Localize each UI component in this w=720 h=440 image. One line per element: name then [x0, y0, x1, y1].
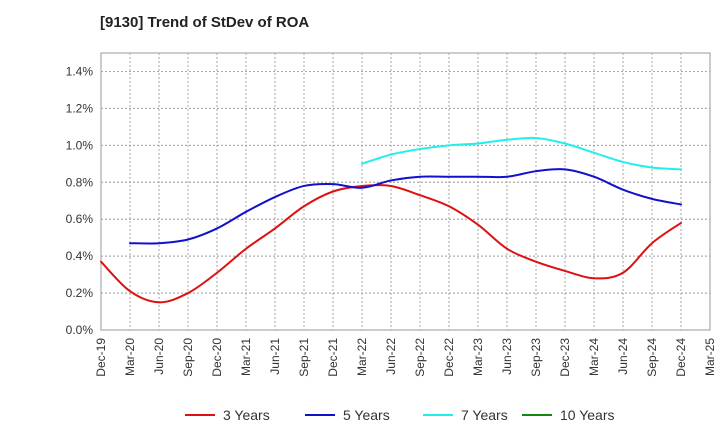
x-tick-label: Jun-24 — [616, 338, 630, 375]
x-tick-label: Dec-21 — [326, 338, 340, 377]
y-tick-label: 1.2% — [66, 101, 94, 115]
plot-area — [100, 52, 711, 331]
y-tick-label: 0.2% — [66, 286, 94, 300]
x-tick-label: Sep-20 — [181, 338, 195, 377]
legend-label: 5 Years — [343, 407, 390, 423]
y-tick-label: 1.0% — [66, 138, 94, 152]
x-tick-label: Sep-21 — [297, 338, 311, 377]
x-tick-label: Dec-20 — [210, 338, 224, 377]
x-tick-label: Dec-22 — [442, 338, 456, 377]
legend-label: 7 Years — [461, 407, 508, 423]
y-tick-label: 0.8% — [66, 175, 94, 189]
y-tick-label: 0.4% — [66, 249, 94, 263]
x-tick-label: Sep-23 — [529, 338, 543, 377]
x-tick-label: Mar-24 — [587, 338, 601, 376]
y-tick-label: 1.4% — [66, 64, 94, 78]
x-tick-label: Dec-23 — [558, 338, 572, 377]
x-tick-label: Mar-25 — [703, 338, 717, 376]
series-line-5-years — [129, 168, 682, 245]
x-tick-label: Jun-21 — [268, 338, 282, 375]
x-tick-label: Jun-22 — [384, 338, 398, 375]
x-tick-label: Dec-24 — [674, 338, 688, 377]
x-tick-label: Mar-21 — [239, 338, 253, 376]
x-tick-label: Jun-20 — [152, 338, 166, 375]
legend-label: 3 Years — [223, 407, 270, 423]
x-tick-label: Dec-19 — [94, 338, 108, 377]
x-tick-label: Mar-20 — [123, 338, 137, 376]
x-tick-label: Sep-22 — [413, 338, 427, 377]
x-tick-label: Sep-24 — [645, 338, 659, 377]
series-line-3-years — [100, 184, 682, 304]
y-tick-label: 0.0% — [66, 323, 94, 337]
chart-title: [9130] Trend of StDev of ROA — [100, 14, 310, 31]
series-line-7-years — [361, 136, 682, 171]
y-tick-label: 0.6% — [66, 212, 94, 226]
legend-label: 10 Years — [560, 407, 615, 423]
x-tick-label: Mar-22 — [355, 338, 369, 376]
x-tick-label: Jun-23 — [500, 338, 514, 375]
x-tick-label: Mar-23 — [471, 338, 485, 376]
